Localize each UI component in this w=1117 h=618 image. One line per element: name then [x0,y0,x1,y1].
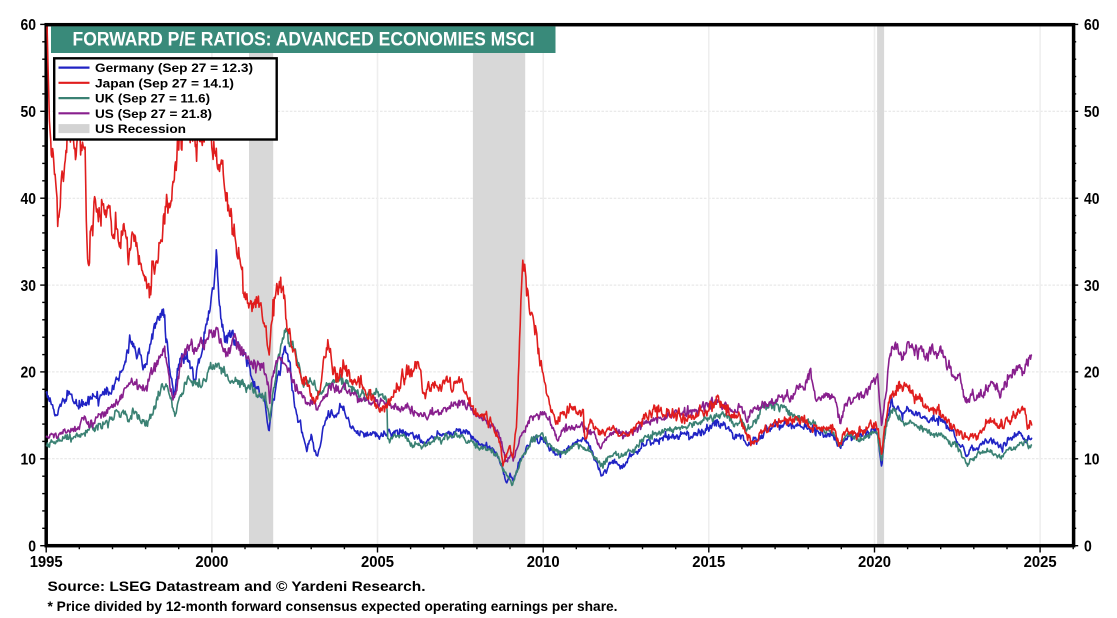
svg-text:50: 50 [1084,104,1100,121]
svg-text:60: 60 [21,17,37,34]
svg-text:2020: 2020 [858,554,891,571]
svg-text:20: 20 [21,365,37,382]
svg-text:10: 10 [1084,452,1100,469]
svg-text:* Price divided by 12-month fo: * Price divided by 12-month forward cons… [48,598,618,614]
svg-text:1995: 1995 [30,554,63,571]
svg-text:Source: LSEG Datastream and ©: Source: LSEG Datastream and © Yardeni Re… [48,578,426,594]
svg-text:2010: 2010 [527,554,560,571]
svg-text:2000: 2000 [195,554,228,571]
svg-text:US (Sep 27 = 21.8): US (Sep 27 = 21.8) [95,107,212,121]
svg-text:0: 0 [1084,538,1092,555]
svg-text:Japan (Sep 27 = 14.1): Japan (Sep 27 = 14.1) [95,76,234,90]
svg-text:50: 50 [21,104,37,121]
svg-text:60: 60 [1084,17,1100,34]
svg-text:20: 20 [1084,365,1100,382]
svg-text:2005: 2005 [361,554,394,571]
svg-text:FORWARD P/E RATIOS: ADVANCED E: FORWARD P/E RATIOS: ADVANCED ECONOMIES M… [73,29,535,51]
svg-text:10: 10 [21,452,37,469]
svg-text:US Recession: US Recession [95,122,186,136]
svg-text:2015: 2015 [692,554,725,571]
svg-text:UK (Sep 27 = 11.6): UK (Sep 27 = 11.6) [95,92,210,106]
svg-text:0: 0 [28,538,36,555]
svg-text:2025: 2025 [1024,554,1057,571]
svg-text:40: 40 [1084,191,1100,208]
svg-text:40: 40 [21,191,37,208]
svg-text:Germany (Sep 27 = 12.3): Germany (Sep 27 = 12.3) [95,61,253,75]
svg-text:30: 30 [1084,278,1100,295]
svg-text:30: 30 [21,278,37,295]
